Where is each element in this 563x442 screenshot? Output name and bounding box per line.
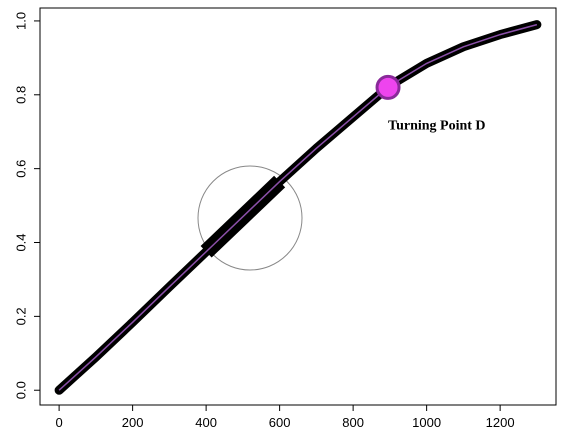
x-tick-label: 1000 — [412, 415, 441, 430]
x-tick-label: 400 — [195, 415, 217, 430]
y-tick-label: 0.6 — [13, 160, 28, 178]
y-tick-label: 1.0 — [13, 12, 28, 30]
y-tick-label: 0.2 — [13, 307, 28, 325]
y-tick-label: 0.0 — [13, 381, 28, 399]
annotation-label: Turning Point D — [388, 118, 486, 133]
x-tick-label: 800 — [342, 415, 364, 430]
series-inner-line — [58, 23, 538, 391]
x-tick-label: 200 — [122, 415, 144, 430]
turning-point — [375, 74, 401, 100]
x-tick-label: 1200 — [486, 415, 515, 430]
y-tick-label: 0.4 — [13, 233, 28, 251]
plot-frame — [39, 7, 557, 406]
highlight-circle — [197, 165, 303, 271]
series-line — [54, 20, 542, 395]
y-tick-label: 0.8 — [13, 86, 28, 104]
x-tick-label: 0 — [55, 415, 62, 430]
x-tick-label: 600 — [269, 415, 291, 430]
